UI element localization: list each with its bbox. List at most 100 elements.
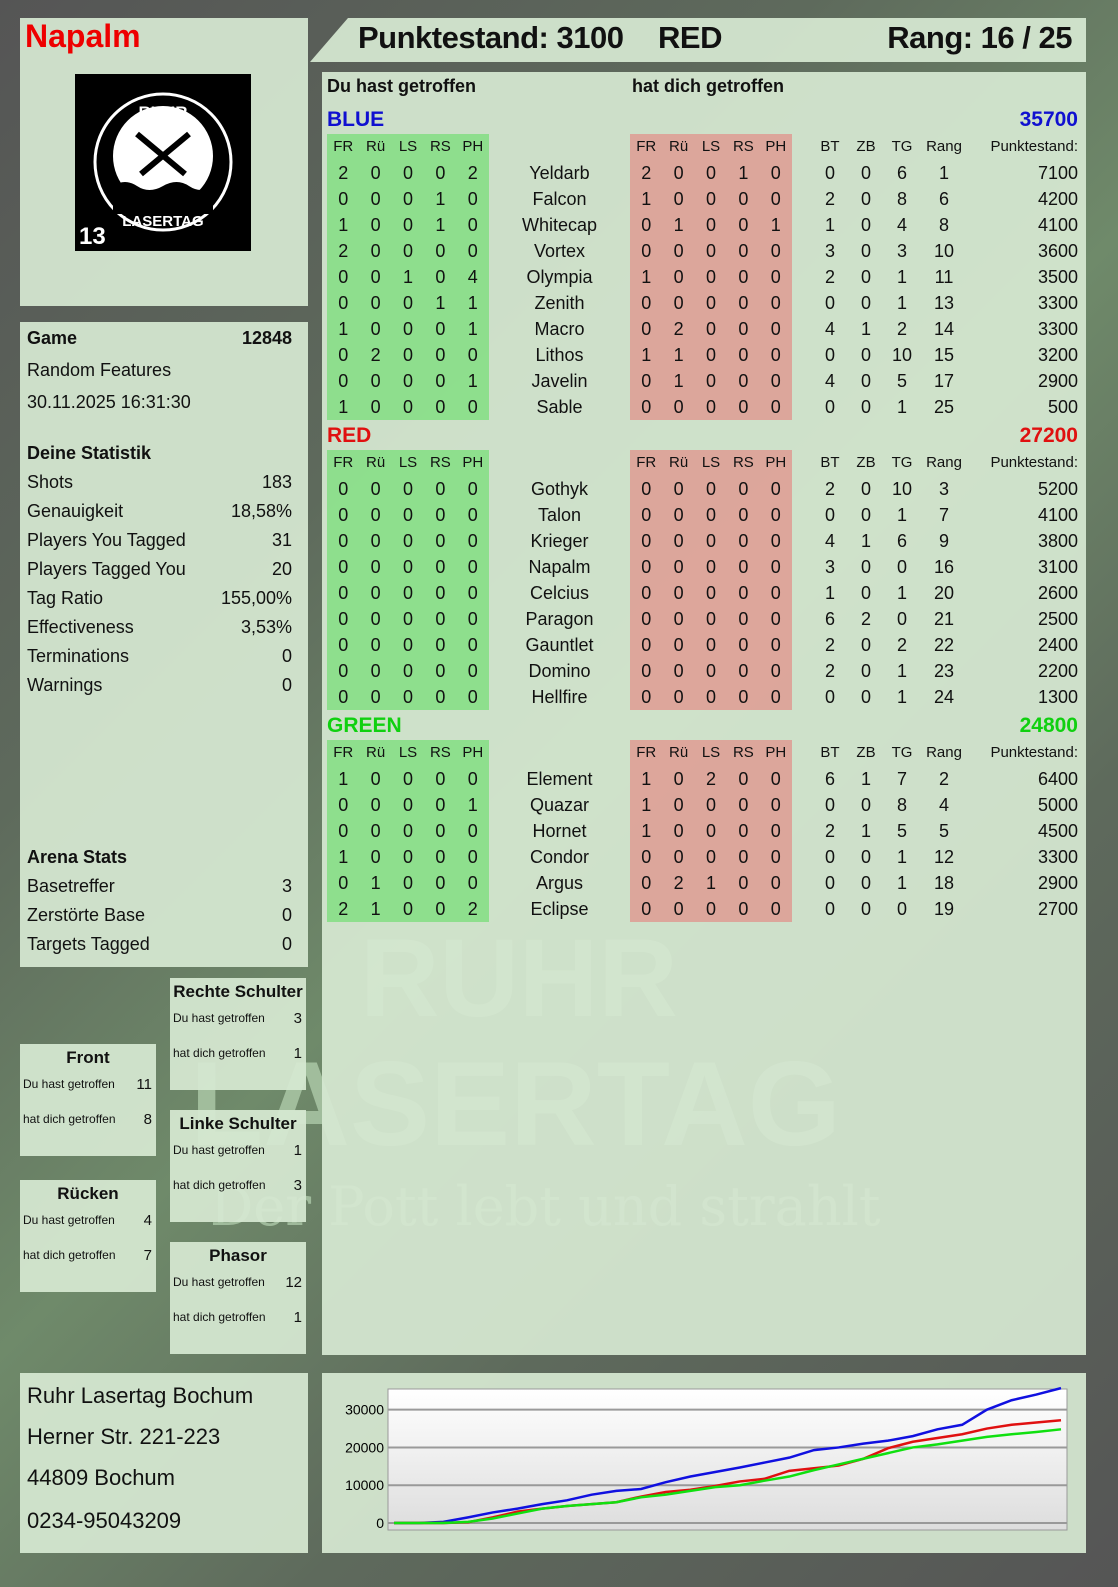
hit-you-value: 0 xyxy=(738,821,749,841)
col-header: BT xyxy=(820,744,840,761)
score-value: 4500 xyxy=(1037,821,1078,841)
rank-value: 5 xyxy=(938,821,949,841)
you-hit-value: 0 xyxy=(338,189,349,209)
player-name: Sable xyxy=(536,397,583,417)
you-hit-value: 0 xyxy=(402,319,413,339)
stat-value: 155,00% xyxy=(220,588,292,608)
hit-you-value: 0 xyxy=(738,847,749,867)
you-hit-value: 1 xyxy=(435,189,446,209)
you-hit-label: Du hast getroffen xyxy=(327,76,477,96)
col-header: LS xyxy=(398,744,418,761)
zb-value: 2 xyxy=(860,609,871,629)
y-tick-label: 20000 xyxy=(345,1439,384,1455)
hit-you-value: 1 xyxy=(673,215,684,235)
hit-you-value: 1 xyxy=(641,267,652,287)
game-id: 12848 xyxy=(241,328,292,348)
score-chart: 0 10000 20000 30000 xyxy=(345,1386,1068,1531)
stat-row: Players You Tagged 31 xyxy=(27,530,292,551)
hit-you-value: 0 xyxy=(673,505,684,525)
you-hit-value: 0 xyxy=(370,189,381,209)
tg-value: 4 xyxy=(896,215,907,235)
hit-you-value: 0 xyxy=(770,531,781,551)
col-header: PH xyxy=(462,138,484,155)
you-hit-value: 0 xyxy=(467,661,478,681)
tg-value: 1 xyxy=(896,293,907,313)
you-hit-value: 0 xyxy=(467,847,478,867)
you-hit-value: 1 xyxy=(467,293,478,313)
zone-got-value: 7 xyxy=(143,1247,152,1264)
you-hit-value: 0 xyxy=(338,371,349,391)
hit-you-value: 0 xyxy=(738,267,749,287)
you-hit-value: 0 xyxy=(402,899,413,919)
bt-value: 4 xyxy=(824,531,835,551)
hit-you-value: 0 xyxy=(738,687,749,707)
you-hit-value: 0 xyxy=(370,687,381,707)
player-row: 0 1 0 0 0 Argus 0 2 1 0 0 0 0 1 18 2900 xyxy=(322,870,1086,896)
rank-value: 7 xyxy=(938,505,949,525)
hit-you-value: 0 xyxy=(705,371,716,391)
hit-you-value: 2 xyxy=(641,163,652,183)
col-header: Rü xyxy=(365,138,386,155)
rank-value: 12 xyxy=(933,847,955,867)
col-header: Rü xyxy=(668,138,689,155)
col-header: RS xyxy=(429,454,451,471)
hit-you-value: 0 xyxy=(770,661,781,681)
tg-value: 5 xyxy=(896,371,907,391)
hit-you-value: 0 xyxy=(641,241,652,261)
zone-hit-label: Du hast getroffen xyxy=(173,1275,265,1289)
you-hit-value: 0 xyxy=(467,557,478,577)
hit-you-value: 0 xyxy=(738,319,749,339)
hit-you-value: 0 xyxy=(738,769,749,789)
player-panel: Napalm RUHR LASERTAG 13 xyxy=(20,18,308,306)
stat-label: Tag Ratio xyxy=(27,588,104,608)
player-row: 0 0 0 0 0 Paragon 0 0 0 0 0 6 2 0 21 2500 xyxy=(322,606,1086,632)
hit-you-value: 0 xyxy=(641,505,652,525)
address-line: 0234-95043209 xyxy=(27,1508,182,1533)
hit-you-value: 0 xyxy=(770,609,781,629)
hit-you-value: 0 xyxy=(770,505,781,525)
bt-value: 0 xyxy=(824,873,835,893)
you-hit-value: 0 xyxy=(338,821,349,841)
bt-value: 0 xyxy=(824,847,835,867)
you-hit-value: 0 xyxy=(435,479,446,499)
you-hit-value: 0 xyxy=(338,557,349,577)
player-name: Yeldarb xyxy=(529,163,590,183)
you-hit-value: 2 xyxy=(338,163,349,183)
bt-value: 4 xyxy=(824,319,835,339)
you-hit-value: 0 xyxy=(402,371,413,391)
hit-you-value: 1 xyxy=(673,345,684,365)
address-line: Ruhr Lasertag Bochum xyxy=(27,1383,254,1408)
you-hit-value: 1 xyxy=(370,873,381,893)
stat-value: 20 xyxy=(271,559,292,579)
hit-you-value: 0 xyxy=(705,557,716,577)
hit-you-value: 0 xyxy=(770,189,781,209)
series-line-1 xyxy=(394,1418,1062,1525)
you-hit-value: 2 xyxy=(338,241,349,261)
tg-value: 6 xyxy=(896,163,907,183)
hit-you-value: 0 xyxy=(673,769,684,789)
player-name: Javelin xyxy=(531,371,588,391)
hit-you-value: 0 xyxy=(705,163,716,183)
player-name: Gothyk xyxy=(530,479,589,499)
stat-label: Players You Tagged xyxy=(27,530,186,550)
hit-you-value: 0 xyxy=(770,795,781,815)
you-hit-value: 0 xyxy=(338,267,349,287)
hit-you-value: 0 xyxy=(705,899,716,919)
score-value: 2400 xyxy=(1037,635,1078,655)
zb-value: 1 xyxy=(860,769,871,789)
tg-value: 0 xyxy=(896,557,907,577)
you-hit-value: 0 xyxy=(338,583,349,603)
hit-you-value: 0 xyxy=(770,899,781,919)
rank-value: 21 xyxy=(933,609,955,629)
player-name: Napalm xyxy=(528,557,591,577)
col-header: RS xyxy=(732,138,754,155)
you-hit-value: 0 xyxy=(370,609,381,629)
score-value: 7100 xyxy=(1037,163,1078,183)
zone-got-label: hat dich getroffen xyxy=(173,1046,266,1060)
hit-you-value: 0 xyxy=(673,479,684,499)
hit-you-block xyxy=(630,740,792,922)
zb-value: 0 xyxy=(860,267,871,287)
arena-label: Basetreffer xyxy=(27,876,115,896)
hit-you-value: 0 xyxy=(738,583,749,603)
zb-value: 0 xyxy=(860,687,871,707)
